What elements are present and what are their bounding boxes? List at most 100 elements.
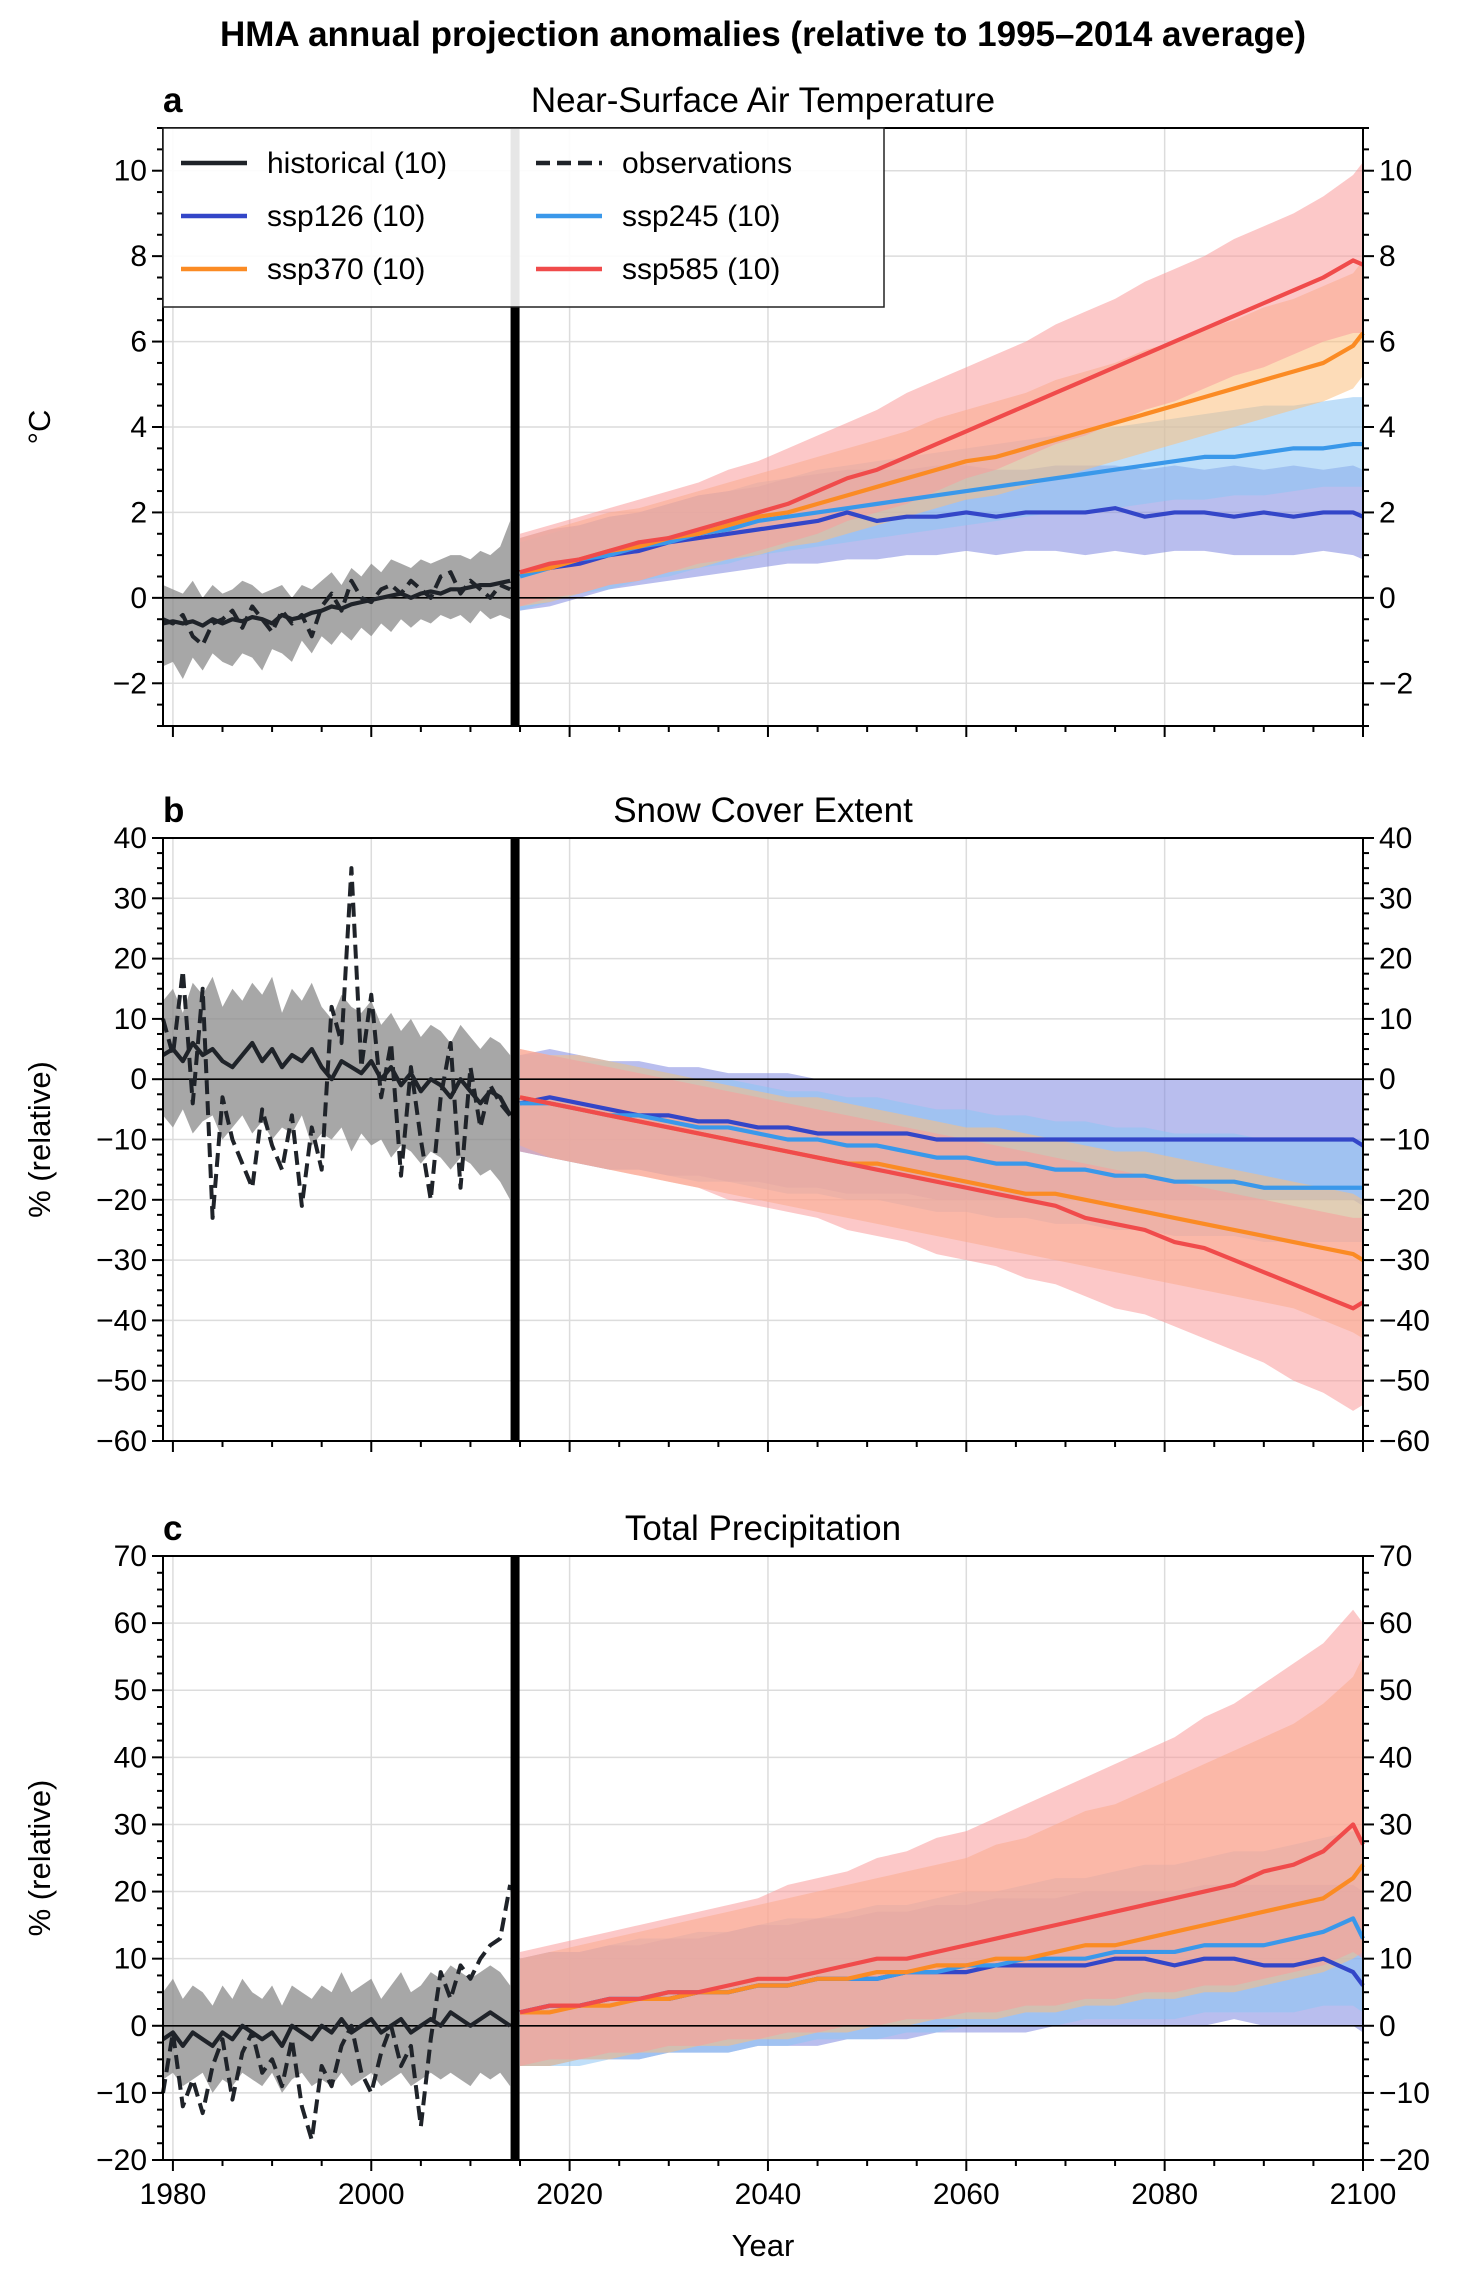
y-tick-label: −30 (96, 1244, 147, 1277)
y-tick-label: 10 (114, 1003, 147, 1036)
historical-series-line (161, 2010, 512, 2049)
y-tick-label: 0 (130, 582, 147, 615)
y-tick-label: 10 (1379, 1943, 1412, 1976)
x-tick-label: 2060 (933, 2178, 1000, 2211)
y-tick-label: 70 (1379, 1540, 1412, 1573)
y-tick-label: −40 (1379, 1304, 1430, 1337)
y-tick-label: 8 (1379, 240, 1396, 273)
y-tick-label: 40 (1379, 822, 1412, 855)
historical-series-line (162, 578, 511, 628)
y-tick-label: 0 (130, 1063, 147, 1096)
y-tick-label: 30 (114, 1808, 147, 1841)
ssp585-series-line (519, 1095, 1365, 1311)
ssp585-series-line (519, 1822, 1365, 2015)
y-tick-label: −60 (1379, 1425, 1430, 1458)
y-tick-label: −60 (96, 1425, 147, 1458)
y-tick-label: 0 (1379, 1063, 1396, 1096)
y-tick-label: −30 (1379, 1244, 1430, 1277)
ssp585-spread-band (520, 162, 1363, 607)
x-tick-label: 1980 (140, 2178, 207, 2211)
y-axis-label: % (relative) (22, 1061, 57, 1218)
legend-label: ssp585 (10) (622, 253, 780, 286)
x-axis-label: Year (732, 2228, 795, 2263)
x-tick-label: 2100 (1330, 2178, 1397, 2211)
observations-series-line (162, 570, 511, 647)
x-tick-label: 2080 (1131, 2178, 1198, 2211)
panel-title: Snow Cover Extent (613, 791, 913, 830)
y-tick-label: 8 (130, 240, 147, 273)
y-tick-label: −10 (1379, 1124, 1430, 1157)
y-tick-label: 10 (1379, 1003, 1412, 1036)
y-tick-label: −10 (1379, 2077, 1430, 2110)
x-tick-label: 2040 (735, 2178, 802, 2211)
y-tick-label: −10 (96, 1124, 147, 1157)
y-tick-label: −2 (113, 667, 147, 700)
y-axis-label: °C (22, 410, 57, 445)
y-tick-label: 40 (114, 822, 147, 855)
panel-title: Total Precipitation (625, 1509, 901, 1548)
y-tick-label: 20 (1379, 943, 1412, 976)
y-tick-label: −50 (96, 1365, 147, 1398)
observations-series-line (161, 1884, 513, 2142)
ssp245-series-line (520, 1101, 1363, 1190)
legend: historical (10) observations ssp126 (10) ss… (162, 127, 885, 308)
legend-label: historical (10) (267, 147, 447, 180)
y-tick-label: −2 (1379, 667, 1413, 700)
y-tick-label: 2 (130, 496, 147, 529)
y-tick-label: 4 (1379, 411, 1396, 444)
y-tick-label: 50 (1379, 1674, 1412, 1707)
y-tick-label: 40 (114, 1741, 147, 1774)
y-tick-label: 20 (1379, 1876, 1412, 1909)
ssp585-series-line (519, 258, 1364, 575)
y-tick-label: 20 (114, 943, 147, 976)
y-tick-label: 70 (114, 1540, 147, 1573)
y-tick-label: −40 (96, 1304, 147, 1337)
panel-a: −2 −2 0 0 2 2 4 4 6 6 8 8 10 10 a Near-Surface Air Temp… (22, 81, 1413, 737)
legend-label: observations (622, 147, 792, 180)
y-tick-label: −20 (96, 1184, 147, 1217)
y-tick-label: 30 (1379, 882, 1412, 915)
y-tick-label: 60 (1379, 1607, 1412, 1640)
x-tick-label: 2020 (536, 2178, 603, 2211)
legend-box (162, 127, 885, 308)
panel-b: −60 −60 −50 −50 −40 −40 −30 −30 −20 −20 −10 −10 0 0 10… (22, 791, 1430, 1458)
x-tick-label: 2000 (338, 2178, 405, 2211)
y-axis-label: % (relative) (22, 1780, 57, 1937)
y-tick-label: 0 (1379, 2010, 1396, 2043)
y-tick-label: 20 (114, 1876, 147, 1909)
panel-label: a (163, 81, 183, 120)
y-tick-label: −20 (1379, 2144, 1430, 2177)
y-tick-label: 6 (1379, 326, 1396, 359)
panel-label: b (163, 791, 184, 830)
y-tick-label: −20 (96, 2144, 147, 2177)
y-tick-label: 50 (114, 1674, 147, 1707)
ssp126-series-line (519, 1095, 1365, 1148)
y-tick-label: 6 (130, 326, 147, 359)
legend-label: ssp370 (10) (267, 253, 425, 286)
y-tick-label: 30 (1379, 1808, 1412, 1841)
historical-series-line (161, 1040, 512, 1117)
figure-title: HMA annual projection anomalies (relativ… (220, 15, 1306, 54)
legend-label: ssp245 (10) (622, 200, 780, 233)
ssp245-series-line (519, 441, 1363, 579)
panels: −2 −20 02 24 46 68 810 10a Near-Surface Air Temp… (22, 81, 1430, 2211)
y-tick-label: 10 (114, 155, 147, 188)
legend-label: ssp126 (10) (267, 200, 425, 233)
y-tick-label: 10 (114, 1943, 147, 1976)
y-tick-label: 0 (130, 2010, 147, 2043)
y-tick-label: 60 (114, 1607, 147, 1640)
y-tick-label: 30 (114, 882, 147, 915)
ssp370-series-line (520, 1863, 1365, 2015)
panel-title: Near-Surface Air Temperature (531, 81, 995, 120)
panel-label: c (163, 1509, 182, 1548)
y-tick-label: 4 (130, 411, 147, 444)
observations-series-line (161, 866, 512, 1220)
y-tick-label: 2 (1379, 496, 1396, 529)
y-tick-label: −10 (96, 2077, 147, 2110)
y-tick-label: −20 (1379, 1184, 1430, 1217)
y-tick-label: 0 (1379, 582, 1396, 615)
y-tick-label: −50 (1379, 1365, 1430, 1398)
y-tick-label: 10 (1379, 155, 1412, 188)
